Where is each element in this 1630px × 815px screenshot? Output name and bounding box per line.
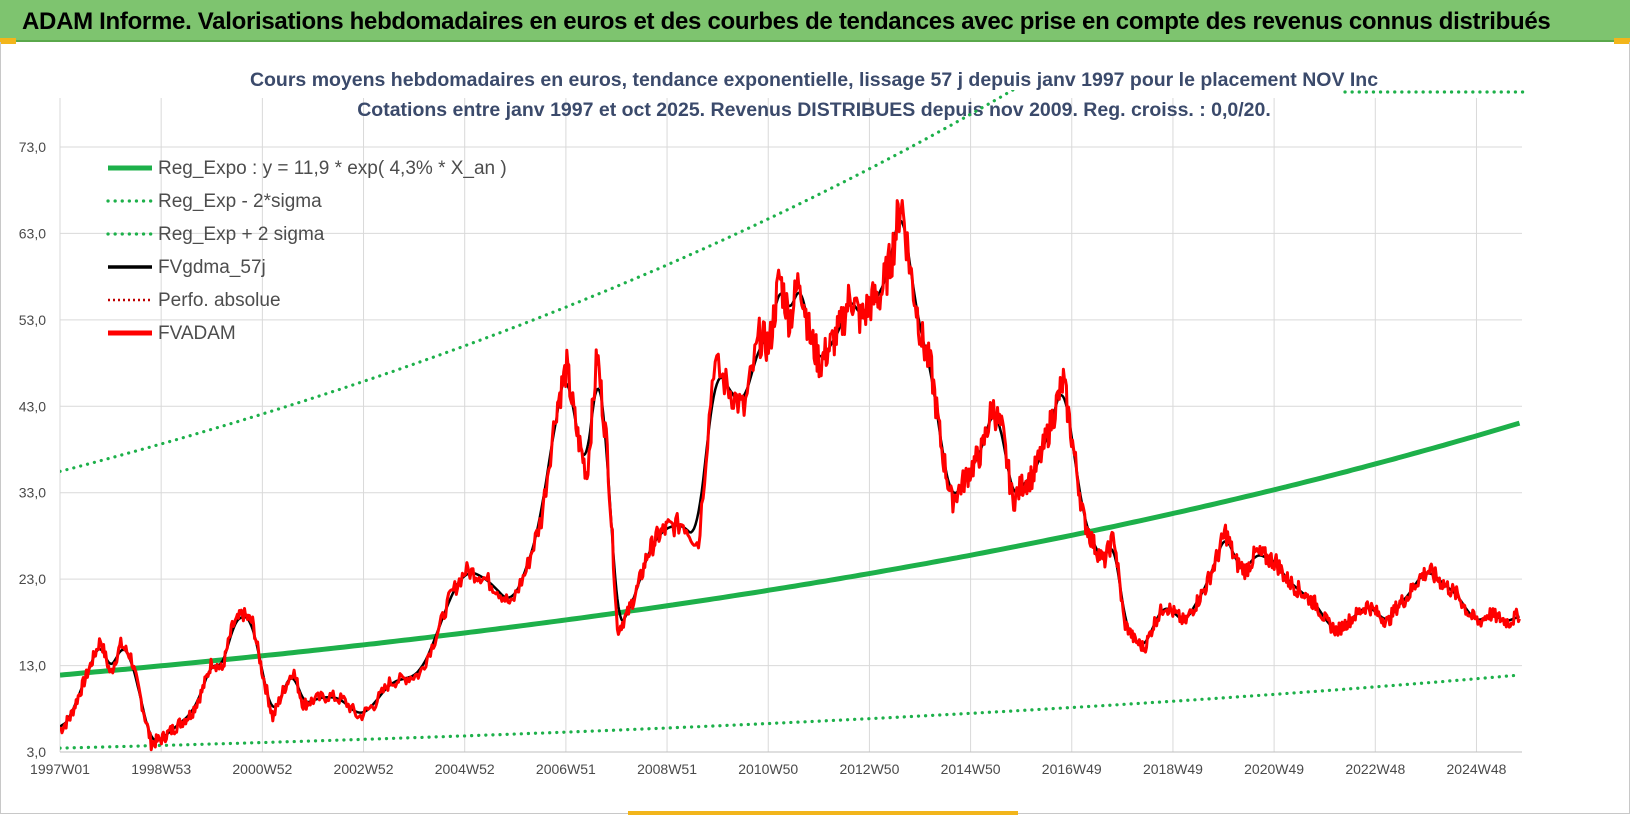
legend-label: Reg_Exp - 2*sigma xyxy=(158,191,322,212)
y-tick-label: 13,0 xyxy=(19,658,46,674)
y-tick-label: 53,0 xyxy=(19,312,46,328)
x-tick-label: 2006W51 xyxy=(536,761,596,777)
x-tick-label: 2010W50 xyxy=(738,761,798,777)
series-reg-expo xyxy=(60,420,1521,678)
x-axis: 1997W01 1998W53 2000W52 2002W52 2004W52 2006W… xyxy=(30,751,1522,777)
x-tick-label: 2002W52 xyxy=(334,761,394,777)
y-axis: 73,0 63,0 53,0 43,0 33,0 23,0 13,0 3,0 xyxy=(19,139,46,760)
y-tick-label: 63,0 xyxy=(19,225,46,241)
performance-chart: 73,063,053,043,033,023,013,03,0 1997W01 1… xyxy=(19,69,1527,777)
y-tick-label: 3,0 xyxy=(27,744,47,760)
title-banner: ADAM Informe. Valorisations hebdomadaire… xyxy=(0,0,1630,42)
x-tick-label: 2000W52 xyxy=(232,761,292,777)
series-fvadam xyxy=(60,199,1521,752)
x-tick-label: 2004W52 xyxy=(435,761,495,777)
y-tick-label: 33,0 xyxy=(19,485,46,501)
x-tick-label: 2012W50 xyxy=(839,761,899,777)
chart-series xyxy=(60,90,1527,752)
legend-label: Perfo. absolue xyxy=(158,290,281,311)
corner-accent-right xyxy=(1614,38,1630,44)
legend-label: FVADAM xyxy=(158,323,236,344)
x-tick-label: 2014W50 xyxy=(941,761,1001,777)
legend-label: Reg_Expo : y = 11,9 * exp( 4,3% * X_an ) xyxy=(158,158,507,179)
chart-subtitle-line2: Cotations entre janv 1997 et oct 2025. R… xyxy=(357,99,1271,121)
x-tick-label: 2016W49 xyxy=(1042,761,1102,777)
legend-label: Reg_Exp + 2 sigma xyxy=(158,224,325,245)
bottom-accent-bar xyxy=(628,811,1018,815)
y-tick-label: 23,0 xyxy=(19,571,46,587)
x-tick-label: 2024W48 xyxy=(1447,761,1507,777)
corner-accent-left xyxy=(0,38,16,44)
series-reg-lower xyxy=(60,673,1522,750)
x-tick-label: 2008W51 xyxy=(637,761,697,777)
x-tick-label: 2018W49 xyxy=(1143,761,1203,777)
x-tick-label: 2020W49 xyxy=(1244,761,1304,777)
x-tick-label: 1997W01 xyxy=(30,761,90,777)
legend-label: FVgdma_57j xyxy=(158,257,266,278)
chart-legend: Reg_Expo : y = 11,9 * exp( 4,3% * X_an )… xyxy=(106,158,507,344)
chart-subtitle-line1: Cours moyens hebdomadaires en euros, ten… xyxy=(250,69,1378,91)
y-tick-label: 73,0 xyxy=(19,139,46,155)
report-title: ADAM Informe. Valorisations hebdomadaire… xyxy=(22,8,1551,35)
x-tick-label: 2022W48 xyxy=(1345,761,1405,777)
series-group xyxy=(60,90,1522,752)
y-tick-label: 43,0 xyxy=(19,398,46,414)
x-tick-label: 1998W53 xyxy=(131,761,191,777)
